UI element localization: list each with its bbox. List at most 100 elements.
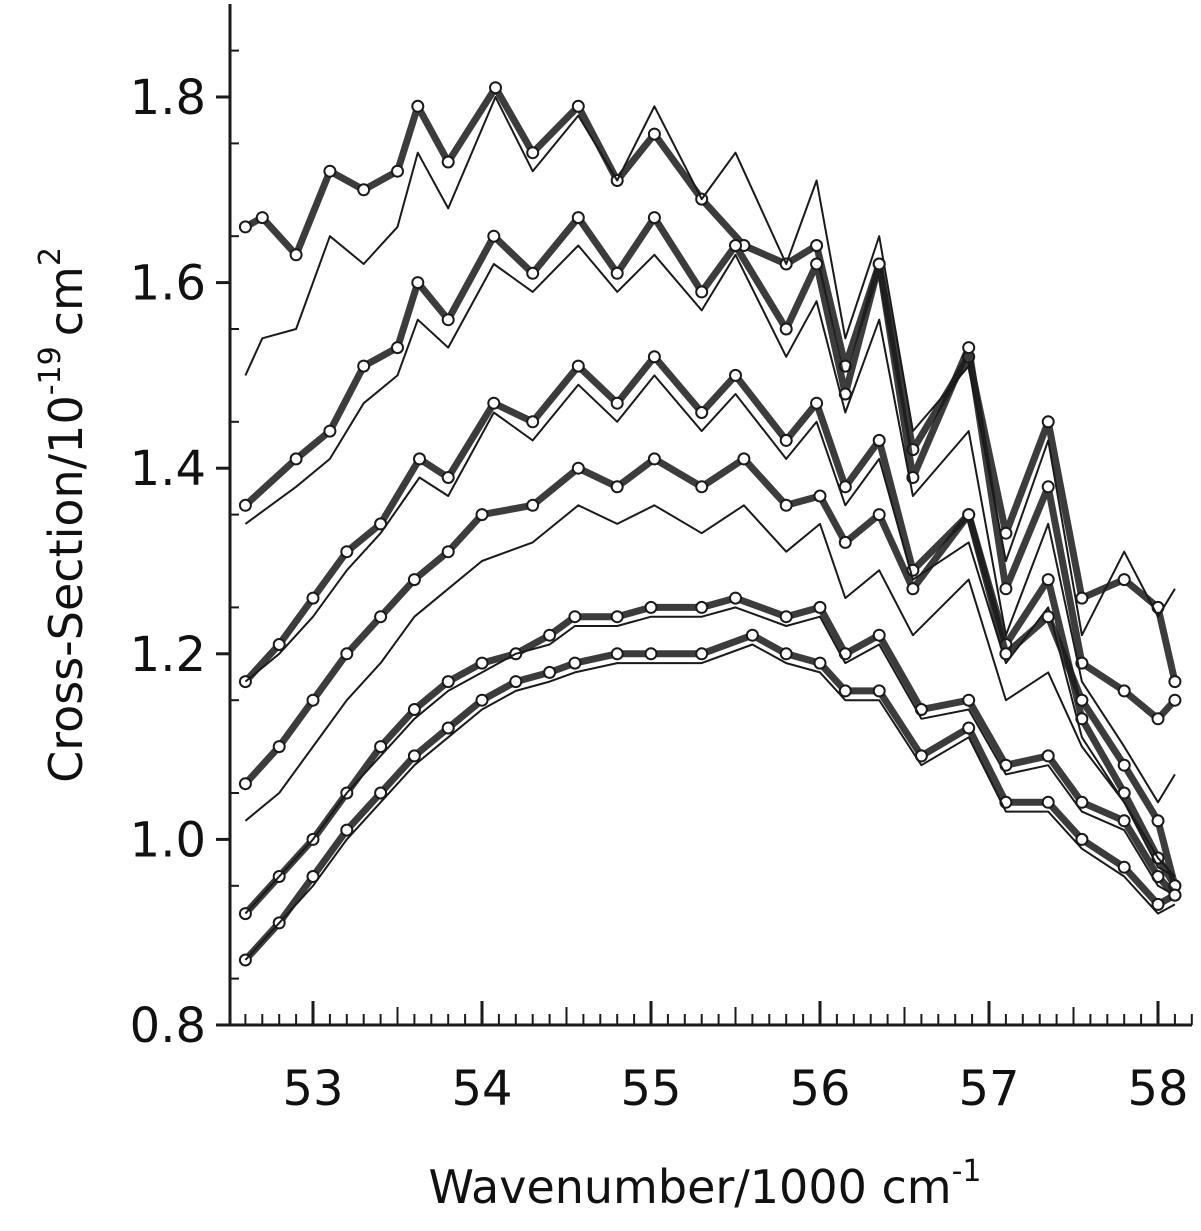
series-2-marker-9 — [571, 211, 585, 225]
series-2-marker-10 — [610, 266, 624, 280]
series-0-marker-9 — [526, 146, 540, 160]
series-6-marker-14 — [779, 498, 793, 512]
series-2-marker-3 — [357, 359, 371, 373]
series-6-marker-24 — [1151, 814, 1165, 828]
series-2-marker-band — [241, 214, 1179, 723]
series-0-marker-8 — [489, 81, 502, 95]
series-6-marker-11 — [647, 452, 661, 466]
series-10-marker-22 — [1041, 795, 1055, 809]
series-6-marker-8 — [526, 498, 540, 512]
series-4-marker-21 — [1041, 573, 1055, 587]
series-6-marker-15 — [813, 489, 827, 503]
series-6-marker-13 — [737, 452, 751, 466]
series-2-marker-21 — [1041, 480, 1055, 494]
ticks-layer: 0.8 1.0 1.2 1.4 1.6 1.8 53 54 55 56 57 58 — [130, 49, 1193, 1117]
y-axis-title-unit: cm — [39, 266, 93, 336]
series-0-marker-0 — [238, 220, 252, 234]
x-tick-label-5: 58 — [1127, 1061, 1188, 1117]
series-5-line — [244, 374, 1176, 878]
series-8-marker-11 — [610, 610, 624, 624]
series-6-marker-0 — [238, 777, 252, 791]
series-8-marker-24 — [1117, 814, 1131, 828]
series-8-marker-12 — [644, 600, 658, 614]
series-4-marker-3 — [340, 545, 354, 559]
series-4-marker-6 — [441, 471, 455, 484]
series-0-marker-7 — [441, 155, 455, 169]
series-10-marker-24 — [1117, 860, 1131, 874]
y-tick-label-4: 1.6 — [130, 256, 206, 312]
series-4-marker-8 — [526, 415, 540, 429]
series-2-marker-6 — [441, 313, 455, 327]
series-3-line — [244, 244, 1176, 804]
series-10-marker-15 — [779, 647, 793, 661]
x-axis-title-exponent: -1 — [952, 1154, 982, 1189]
series-0-marker-12 — [647, 127, 661, 141]
series-6-marker-21 — [1041, 610, 1055, 624]
series-8-marker-23 — [1075, 795, 1089, 809]
series-10-marker-6 — [441, 721, 455, 735]
series-0-marker-24 — [1117, 573, 1131, 587]
y-tick-label-5: 1.8 — [130, 70, 206, 126]
series-4-marker-14 — [779, 433, 793, 447]
series-4-marker-1 — [272, 638, 286, 651]
series-layer — [238, 81, 1182, 967]
series-2-marker-14 — [779, 322, 793, 336]
series-2-marker-20 — [999, 582, 1013, 596]
series-8-marker-22 — [1041, 749, 1055, 763]
series-6-marker-17 — [872, 508, 886, 522]
series-2-marker-0 — [238, 498, 252, 512]
series-2-marker-23 — [1117, 684, 1131, 698]
x-axis-title-text: Wavenumber/1000 cm — [429, 1160, 952, 1214]
series-0-marker-23 — [1075, 591, 1089, 605]
series-10-marker-25 — [1151, 897, 1165, 911]
series-6-marker-7 — [475, 508, 489, 522]
series-10-marker-16 — [813, 656, 827, 670]
series-4-marker-9 — [571, 359, 585, 373]
series-6-marker-4 — [374, 610, 388, 624]
series-0-marker-4 — [357, 183, 371, 197]
series-10-marker-8 — [509, 675, 523, 689]
series-0-marker-3 — [323, 164, 337, 178]
series-11-line — [244, 643, 1176, 961]
y-tick-label-0: 0.8 — [130, 998, 206, 1054]
series-6-marker-band — [241, 455, 1179, 890]
series-6-marker-3 — [340, 647, 354, 661]
x-tick-label-4: 57 — [958, 1061, 1019, 1117]
series-10-marker-5 — [407, 749, 421, 763]
series-4-marker-5 — [413, 452, 426, 466]
y-axis-title: Cross-Section/10-19 cm2 — [33, 247, 93, 783]
series-9-line — [244, 606, 1176, 915]
series-6-marker-9 — [571, 461, 585, 475]
series-8-marker-14 — [729, 591, 742, 605]
x-tick-label-1: 54 — [451, 1061, 512, 1117]
x-tick-label-2: 55 — [620, 1061, 681, 1117]
y-axis-title-exponent: -19 — [33, 346, 68, 395]
series-6-marker-1 — [272, 740, 286, 754]
series-2-marker-25 — [1168, 693, 1182, 707]
series-10-marker-18 — [872, 684, 886, 698]
y-axis-title-unit-exponent: 2 — [33, 247, 68, 266]
series-4-marker-11 — [647, 350, 661, 364]
series-4-marker-7 — [487, 396, 501, 410]
series-6-marker-6 — [441, 545, 455, 559]
series-8-marker-18 — [872, 628, 886, 642]
series-4-marker-12 — [695, 406, 709, 419]
series-8-marker-5 — [407, 703, 421, 716]
x-tick-label-0: 53 — [282, 1061, 343, 1117]
series-2-marker-15 — [810, 257, 824, 271]
series-2-marker-19 — [962, 341, 976, 355]
series-4-marker-10 — [610, 396, 624, 410]
series-6-marker-10 — [610, 480, 624, 494]
series-0-marker-16 — [810, 239, 824, 252]
series-4-marker-2 — [306, 591, 320, 605]
series-8-marker-20 — [962, 693, 976, 707]
series-2-marker-1 — [289, 452, 303, 466]
series-2-marker-17 — [872, 257, 886, 271]
series-8-marker-7 — [475, 656, 489, 670]
series-10-marker-10 — [568, 656, 582, 670]
series-8-marker-15 — [779, 610, 793, 624]
series-6-marker-19 — [962, 508, 976, 522]
series-0-marker-1 — [255, 211, 269, 225]
series-6-marker-12 — [695, 480, 709, 494]
